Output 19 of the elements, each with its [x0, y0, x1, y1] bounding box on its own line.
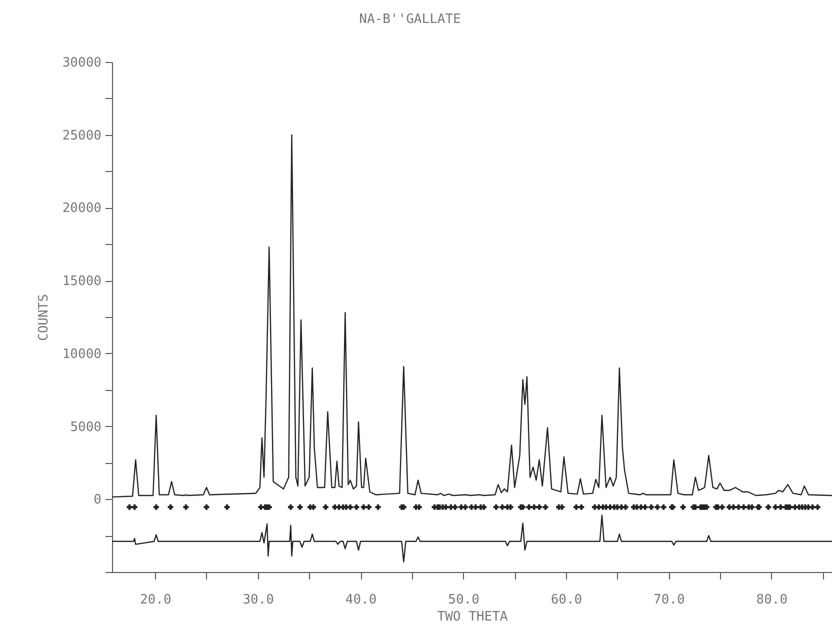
x-tick-label: 50.0	[448, 592, 480, 608]
x-tick-label: 70.0	[654, 592, 685, 608]
x-tick-label: 60.0	[550, 592, 582, 608]
y-tick-label: 20000	[62, 201, 102, 216]
x-tick-label: 30.0	[242, 592, 274, 608]
y-tick-label: 5000	[70, 420, 102, 435]
y-tick-label: 25000	[62, 128, 102, 144]
y-axis-title: COUNTS	[36, 294, 52, 341]
x-tick-label: 20.0	[140, 592, 172, 608]
y-tick-label: 10000	[62, 346, 102, 362]
x-axis-title: TWO THETA	[437, 610, 508, 624]
line-series	[112, 514, 832, 562]
y-tick-label: 15000	[62, 274, 102, 290]
y-tick-label: 30000	[62, 56, 102, 70]
x-tick-label: 80.0	[756, 592, 788, 608]
y-tick-label: 0	[94, 492, 102, 508]
line-series	[112, 134, 832, 498]
chart-title: NA-B''GALLATE	[359, 12, 461, 27]
x-tick-label: 40.0	[345, 592, 377, 608]
